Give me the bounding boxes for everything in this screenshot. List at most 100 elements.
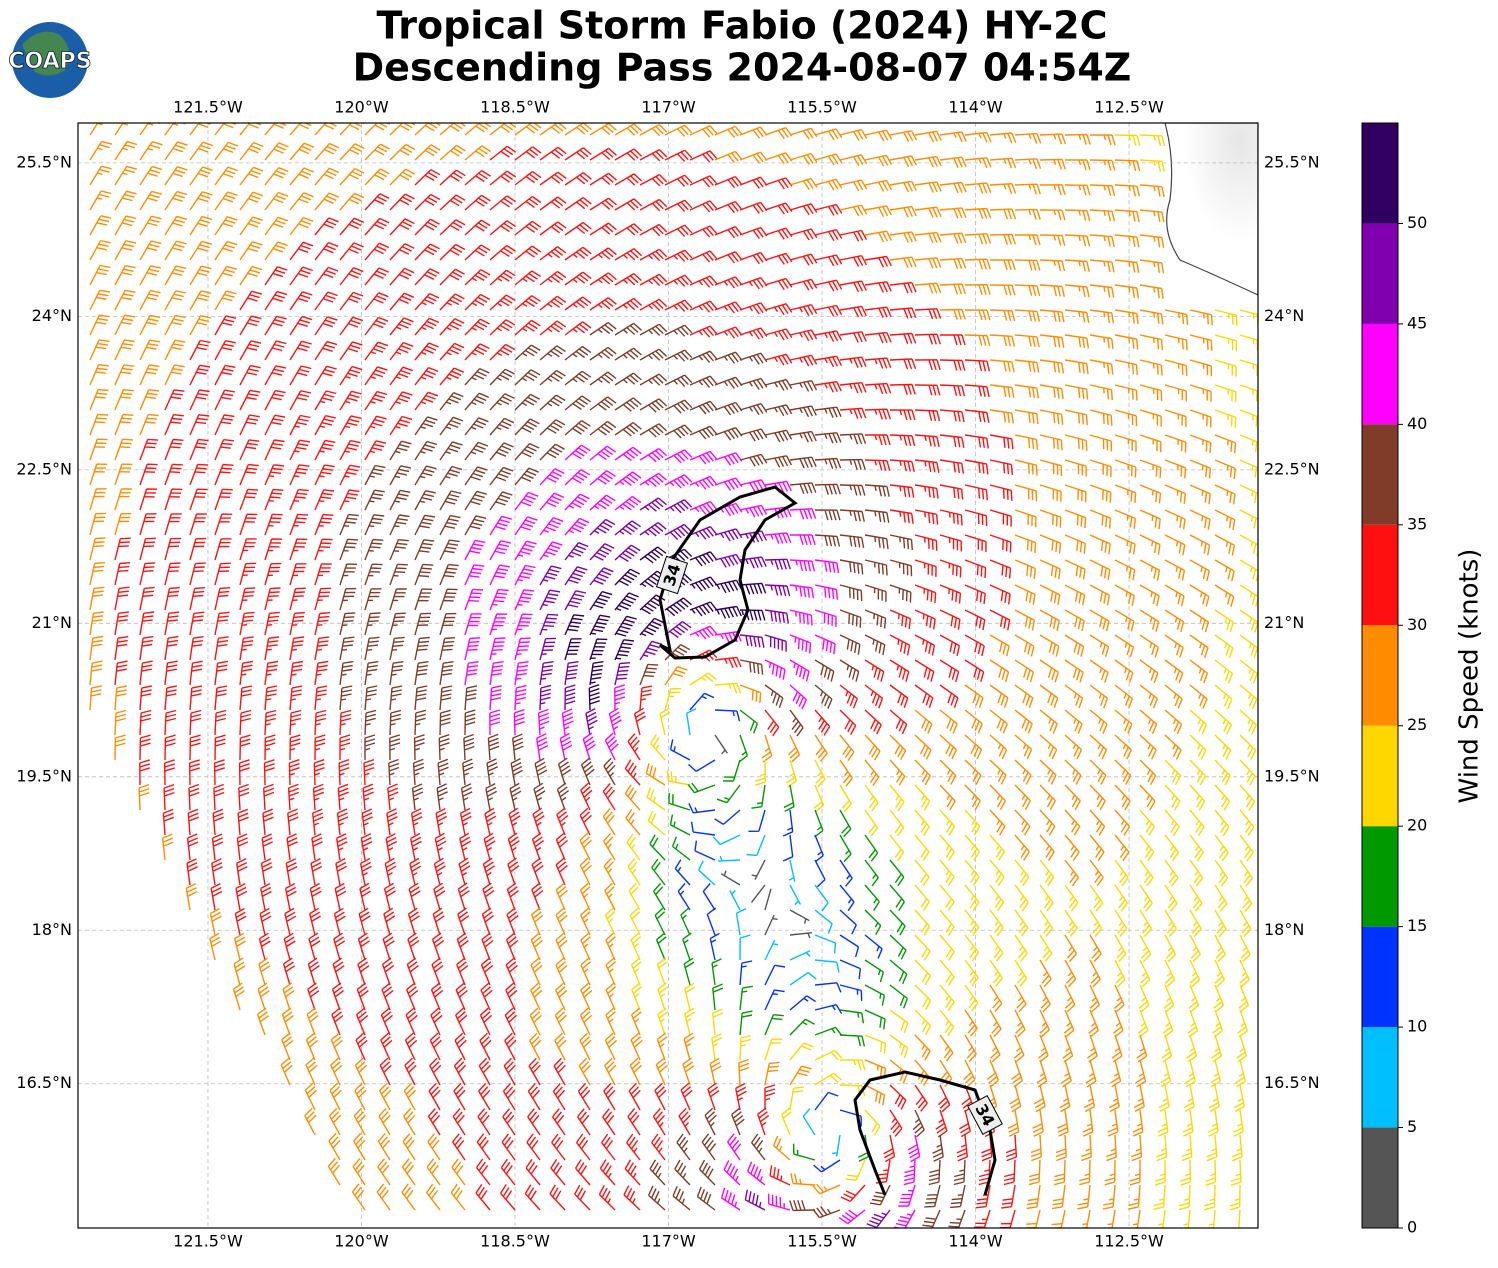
wind-barb bbox=[239, 513, 258, 536]
wind-barb bbox=[433, 882, 446, 911]
wind-barb bbox=[1189, 334, 1213, 351]
wind-barb bbox=[864, 1109, 881, 1136]
wind-barb bbox=[739, 1010, 753, 1036]
wind-barb bbox=[789, 584, 815, 599]
wind-barb bbox=[564, 395, 591, 411]
wind-barb bbox=[164, 611, 180, 636]
x-tick-label: 112.5°W bbox=[1094, 1232, 1164, 1251]
wind-barb bbox=[1139, 759, 1157, 786]
wind-barb bbox=[579, 807, 592, 836]
wind-barb bbox=[489, 637, 506, 661]
wind-barb bbox=[739, 582, 767, 595]
wind-barb bbox=[1089, 959, 1101, 988]
wind-barb bbox=[489, 588, 509, 611]
wind-barb bbox=[1089, 559, 1111, 581]
wind-barb bbox=[476, 1133, 491, 1161]
y-tick-label-right: 25.5°N bbox=[1264, 152, 1320, 171]
x-tick-label-top: 121.5°W bbox=[173, 98, 243, 117]
wind-barb bbox=[1164, 384, 1187, 402]
wind-barb bbox=[1039, 859, 1055, 887]
wind-barb bbox=[214, 538, 232, 561]
x-tick-label-top: 115.5°W bbox=[787, 98, 857, 117]
wind-barb bbox=[139, 734, 151, 761]
wind-barb bbox=[211, 858, 223, 886]
wind-barb bbox=[627, 858, 641, 886]
wind-barb bbox=[239, 364, 261, 386]
wind-barb bbox=[964, 334, 991, 346]
wind-barb bbox=[1014, 208, 1041, 220]
wind-barb bbox=[189, 734, 201, 761]
wind-barb bbox=[239, 123, 262, 136]
wind-barb bbox=[751, 859, 766, 880]
wind-barb bbox=[189, 265, 212, 286]
wind-barb bbox=[680, 1082, 693, 1111]
wind-barb bbox=[1139, 334, 1164, 350]
wind-barb bbox=[1089, 459, 1112, 478]
wind-barb bbox=[164, 166, 188, 186]
wind-barb bbox=[389, 415, 413, 436]
wind-barb bbox=[164, 488, 183, 511]
wind-barb bbox=[439, 268, 465, 286]
wind-barb bbox=[377, 1133, 391, 1161]
wind-barb bbox=[364, 612, 381, 636]
wind-barb bbox=[914, 231, 942, 244]
wind-barb bbox=[914, 181, 942, 193]
wind-barb bbox=[1036, 1059, 1048, 1088]
wind-barb bbox=[239, 315, 262, 336]
wind-barb bbox=[764, 1084, 776, 1110]
wind-barb bbox=[1089, 884, 1104, 912]
wind-barb bbox=[239, 734, 251, 761]
wind-barb bbox=[1213, 984, 1225, 1013]
wind-barb bbox=[89, 339, 110, 361]
wind-barb bbox=[864, 509, 890, 523]
wind-barb bbox=[1139, 184, 1165, 198]
wind-barb bbox=[307, 982, 320, 1011]
wind-barb bbox=[614, 520, 641, 536]
wind-barb bbox=[564, 296, 592, 311]
wind-barb bbox=[526, 1133, 541, 1161]
wind-barb bbox=[1158, 1084, 1170, 1113]
wind-barb bbox=[580, 907, 591, 936]
wind-barb bbox=[614, 347, 642, 361]
wind-barb bbox=[464, 293, 491, 311]
wind-barb bbox=[789, 559, 816, 572]
wind-barb bbox=[639, 472, 667, 488]
wind-barb bbox=[1138, 984, 1150, 1013]
wind-barb bbox=[1114, 834, 1130, 862]
wind-barb bbox=[1235, 1209, 1241, 1228]
wind-barb bbox=[789, 684, 808, 710]
wind-barb bbox=[314, 390, 337, 411]
wind-barb bbox=[989, 934, 1004, 962]
wind-barb bbox=[761, 734, 773, 763]
wind-barb bbox=[1214, 659, 1234, 684]
wind-barb bbox=[653, 882, 666, 911]
wind-barb bbox=[164, 389, 185, 411]
wind-barb bbox=[939, 759, 957, 785]
x-tick-label: 120°W bbox=[334, 1232, 389, 1251]
wind-barb bbox=[1189, 634, 1209, 658]
wind-barb bbox=[889, 684, 909, 709]
wind-barb bbox=[781, 1107, 792, 1136]
wind-barb bbox=[1001, 1184, 1016, 1209]
wind-barb bbox=[489, 368, 515, 386]
wind-barb bbox=[782, 834, 794, 862]
wind-barb bbox=[239, 611, 255, 636]
wind-barb bbox=[689, 400, 718, 415]
wind-barb bbox=[672, 1186, 691, 1211]
wind-barb bbox=[464, 685, 478, 711]
wind-barb bbox=[1089, 509, 1112, 529]
wind-barb bbox=[664, 249, 693, 262]
wind-barb bbox=[139, 488, 158, 511]
wind-barb bbox=[963, 1059, 976, 1088]
wind-barb bbox=[840, 1184, 866, 1203]
wind-barb bbox=[1114, 934, 1127, 963]
wind-barb bbox=[564, 321, 592, 336]
wind-barb bbox=[789, 177, 818, 190]
wind-barb bbox=[953, 1159, 966, 1186]
wind-barb bbox=[889, 205, 917, 218]
wind-barb bbox=[89, 438, 108, 461]
wind-barb bbox=[1064, 534, 1086, 554]
wind-barb bbox=[387, 783, 399, 811]
wind-barb bbox=[628, 882, 641, 911]
wind-barb bbox=[1189, 509, 1211, 530]
